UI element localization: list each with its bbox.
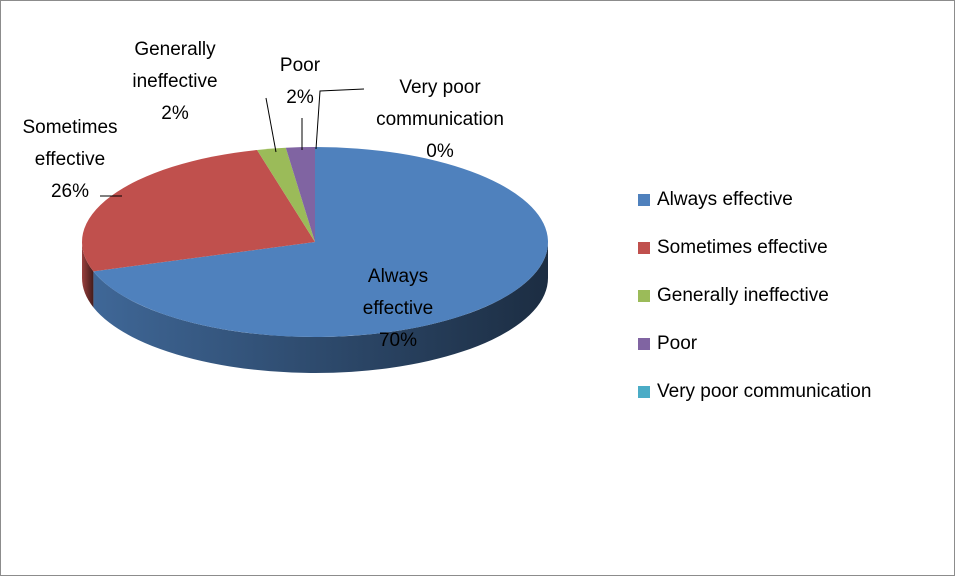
data-label: Very poor communication 0% — [360, 72, 520, 168]
data-label: Always effective 70% — [343, 261, 453, 357]
legend-label: Poor — [657, 333, 698, 354]
legend-swatch — [638, 194, 650, 206]
data-label-value: 2% — [161, 103, 189, 124]
data-label: Sometimes effective 26% — [10, 112, 130, 208]
pie-slice-side — [82, 242, 94, 308]
legend-swatch — [638, 338, 650, 350]
leader-line — [265, 97, 277, 153]
data-label: Generally ineffective 2% — [115, 34, 235, 130]
data-label-value: 26% — [50, 181, 90, 202]
data-label-category: Very poor communication — [376, 77, 504, 130]
pie-slice — [257, 147, 315, 242]
legend-label: Always effective — [657, 189, 793, 210]
leader-line — [315, 88, 365, 150]
pie-slice-side — [93, 242, 548, 373]
legend-label: Generally ineffective — [657, 285, 829, 306]
data-label-value: 70% — [378, 330, 418, 351]
data-label-category: Always effective — [362, 266, 434, 319]
legend-swatch — [638, 386, 650, 398]
pie-slice — [93, 147, 548, 337]
legend-label: Sometimes effective — [657, 237, 828, 258]
legend-swatch — [638, 242, 650, 254]
pie-slice — [81, 149, 316, 272]
legend-swatch — [638, 290, 650, 302]
data-label-value: 0% — [426, 141, 454, 162]
data-label-category: Sometimes effective — [22, 117, 118, 170]
legend-label: Very poor communication — [657, 381, 871, 402]
pie-slice — [285, 147, 315, 242]
data-label-value: 2% — [286, 87, 314, 108]
data-label-category: Generally ineffective — [132, 39, 218, 92]
data-label: Poor 2% — [265, 50, 335, 114]
data-label-category: Poor — [279, 55, 321, 76]
